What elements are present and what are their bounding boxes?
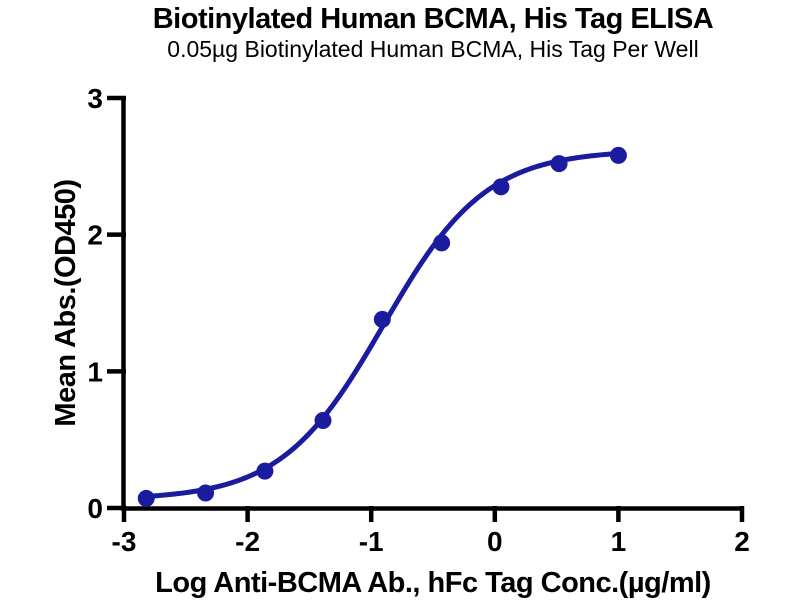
x-tick-label: 1	[611, 526, 627, 557]
x-tick-label: 0	[487, 526, 503, 557]
data-point	[609, 146, 627, 164]
data-series	[137, 146, 627, 507]
y-tick-label: 3	[87, 83, 103, 114]
y-tick-label: 2	[87, 220, 103, 251]
x-tick-label: -1	[359, 526, 384, 557]
x-tick-label: -2	[235, 526, 260, 557]
axis-tick-labels: -3 -2 -1 0 1 2 0 1 2 3	[87, 83, 749, 557]
chart-title: Biotinylated Human BCMA, His Tag ELISA	[153, 3, 714, 35]
data-point	[314, 412, 332, 430]
data-point	[137, 489, 155, 507]
x-tick-label: -3	[112, 526, 137, 557]
data-point	[492, 178, 510, 196]
data-point	[256, 462, 274, 480]
x-tick-label: 2	[734, 526, 750, 557]
data-point	[373, 310, 391, 328]
y-tick-label: 1	[87, 356, 103, 387]
chart-subtitle: 0.05µg Biotinylated Human BCMA, His Tag …	[167, 36, 698, 62]
axis-ticks	[107, 95, 745, 522]
y-axis-label: Mean Abs.(OD450)	[50, 179, 82, 426]
x-axis-label: Log Anti-BCMA Ab., hFc Tag Conc.(µg/ml)	[155, 567, 711, 599]
axes	[121, 96, 744, 511]
data-point	[433, 234, 451, 252]
y-tick-label: 0	[87, 493, 103, 524]
data-point	[550, 155, 568, 173]
data-point	[197, 484, 215, 502]
